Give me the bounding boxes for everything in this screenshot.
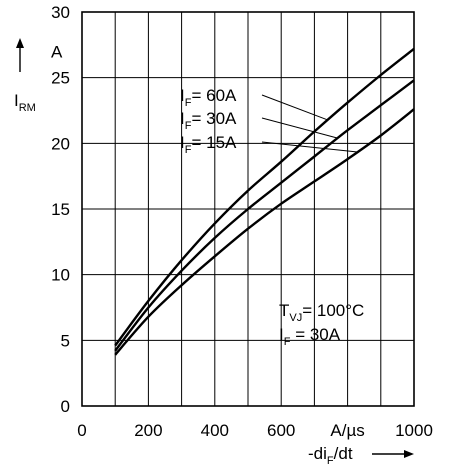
x-tick-label: 0 [77, 421, 86, 440]
curve-leader-15A [261, 141, 358, 153]
series-line-15A [114, 108, 415, 356]
x-tick-label: 400 [201, 421, 229, 440]
x-axis-label: -diF/dt [308, 444, 353, 467]
y-tick-label: 20 [51, 134, 70, 153]
series-line-60A [114, 47, 415, 347]
curve-label-15A: IF= 15A [180, 133, 237, 156]
y-tick-label: 5 [61, 331, 70, 350]
condition-temperature: TVJ= 100°C [279, 301, 364, 324]
curve-label-60A: IF= 60A [180, 86, 237, 109]
y-tick-label: 30 [51, 3, 70, 22]
curve-leader-60A [261, 94, 328, 121]
x-tick-label: 600 [267, 421, 295, 440]
y-tick-label: 15 [51, 200, 70, 219]
y-axis-label: IRM [14, 91, 36, 114]
curve-leader-30A [261, 117, 338, 139]
x-axis-ticks: 0 200 400 600 1000 A/µs [77, 421, 433, 440]
x-tick-label: 1000 [395, 421, 433, 440]
y-tick-label: 0 [61, 397, 70, 416]
plot-frame [81, 11, 415, 407]
series-line-30A [114, 79, 415, 352]
x-tick-label: 200 [134, 421, 162, 440]
y-axis-ticks: 0 5 10 15 20 25 30 A [51, 3, 70, 416]
x-unit-label: A/µs [330, 421, 364, 440]
y-tick-label: 10 [51, 266, 70, 285]
y-axis-arrow-head [16, 38, 24, 48]
x-axis-arrow-head [404, 450, 414, 458]
curve-label-30A: IF= 30A [180, 109, 237, 132]
y-tick-label: 25 [51, 69, 70, 88]
y-unit-label: A [51, 42, 63, 61]
series-group [114, 47, 415, 356]
axis-labels: IRM -diF/dt [14, 38, 414, 467]
condition-current: IF = 30A [279, 325, 341, 348]
